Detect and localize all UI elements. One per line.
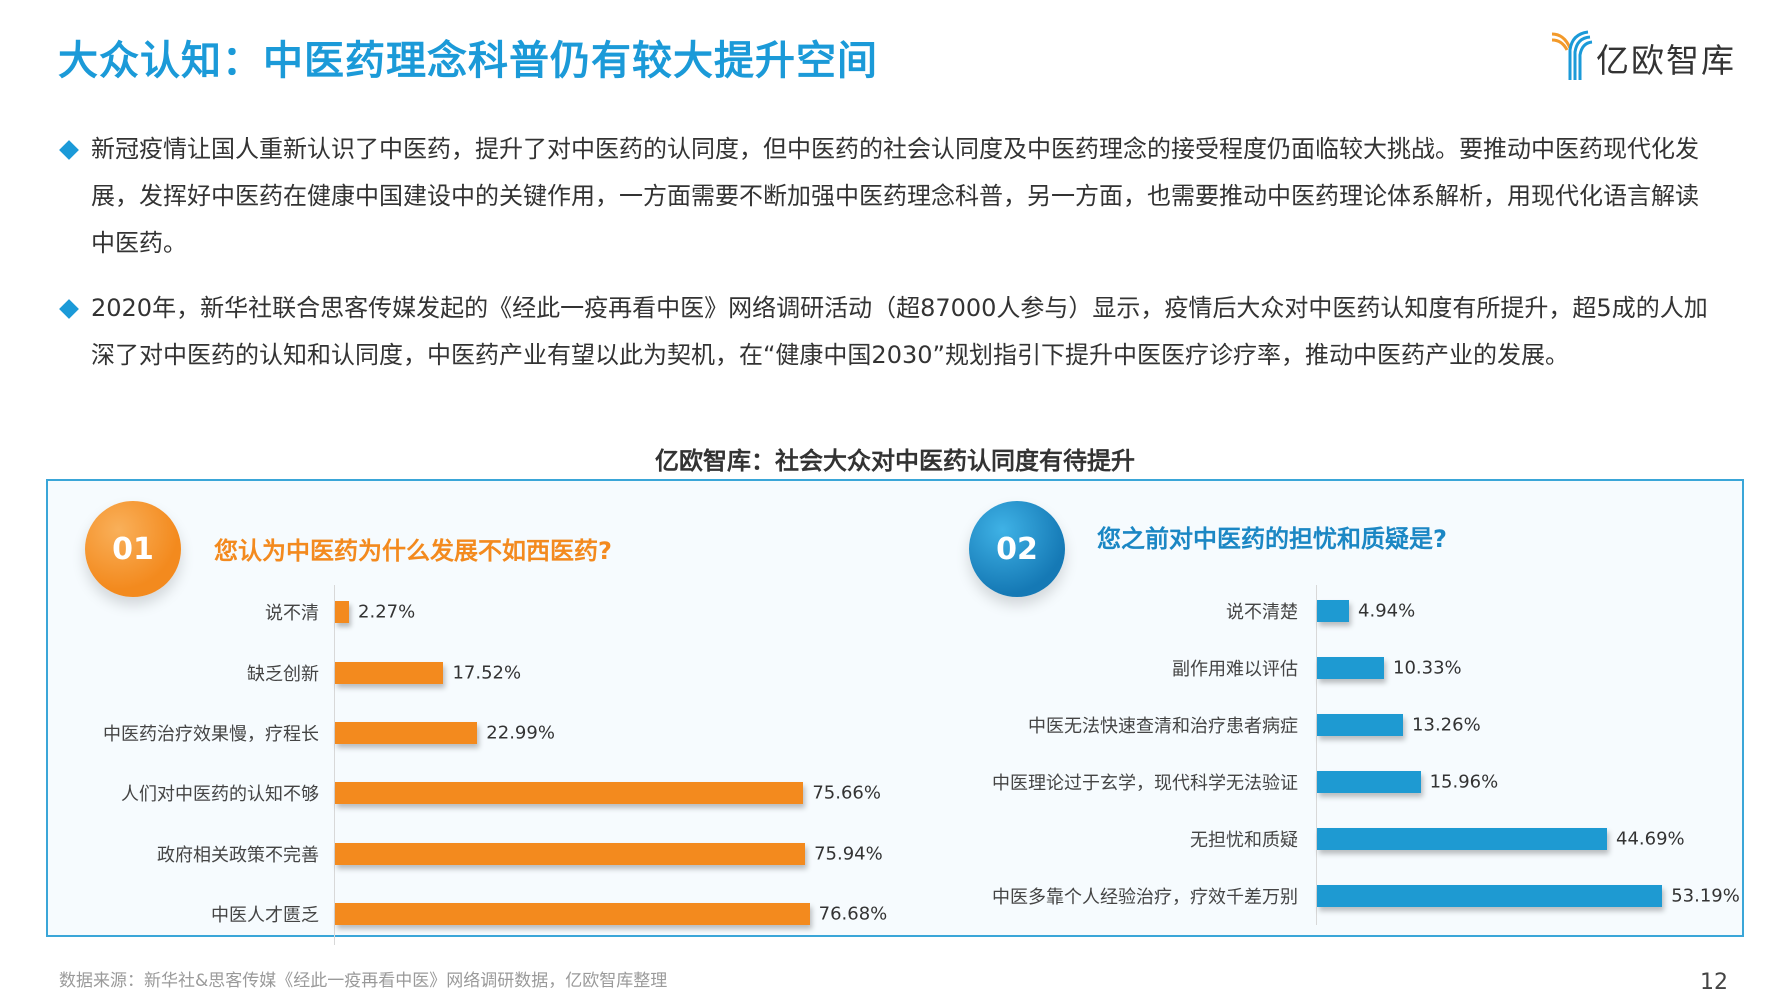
chart-axis: [334, 585, 335, 945]
bar: [335, 903, 810, 925]
category-label: 副作用难以评估: [1172, 659, 1298, 680]
bar: [1317, 657, 1385, 679]
category-label: 说不清楚: [1226, 602, 1298, 623]
chart-title: 亿欧智库：社会大众对中医药认同度有待提升: [655, 447, 1135, 475]
category-label: 说不清: [265, 603, 319, 624]
data-label: 75.66%: [812, 782, 881, 804]
data-label: 15.96%: [1429, 771, 1499, 793]
bar: [1317, 771, 1421, 793]
data-label: 44.69%: [1616, 828, 1685, 850]
logo-text: 亿欧智库: [1596, 41, 1736, 80]
category-label: 人们对中医药的认知不够: [121, 784, 319, 805]
data-label: 22.99%: [486, 722, 555, 744]
bar: [335, 843, 806, 865]
category-label: 政府相关政策不完善: [157, 845, 319, 866]
data-label: 76.68%: [818, 903, 888, 925]
bullet-paragraph: 2020年，新华社联合思客传媒发起的《经此一疫再看中医》网络调研活动（超8700…: [59, 285, 1722, 379]
category-label: 无担忧和质疑: [1190, 830, 1298, 851]
logo: 亿欧智库: [1550, 28, 1740, 80]
category-label: 中医多靠个人经验治疗，疗效千差万别: [992, 887, 1298, 908]
question-1: 您认为中医药为什么发展不如西医药?: [214, 537, 612, 565]
page-number: 12: [1700, 970, 1728, 995]
diamond-bullet-icon: [59, 140, 79, 160]
diamond-bullet-icon: [59, 299, 79, 319]
bar: [1317, 885, 1663, 907]
data-label: 75.94%: [814, 843, 883, 865]
category-label: 缺乏创新: [247, 664, 319, 685]
bar: [335, 601, 350, 623]
badge-01: 01: [85, 501, 181, 597]
data-label: 17.52%: [452, 662, 522, 684]
page-title: 大众认知：中医药理念科普仍有较大提升空间: [58, 38, 878, 84]
category-label: 中医无法快速查清和治疗患者病症: [1028, 716, 1298, 737]
bar: [1317, 828, 1608, 850]
data-label: 13.26%: [1412, 714, 1481, 736]
chart-axis: [1316, 585, 1317, 925]
data-label: 10.33%: [1393, 657, 1462, 679]
data-label: 2.27%: [358, 601, 416, 623]
bar: [335, 722, 478, 744]
bullet-text: 新冠疫情让国人重新认识了中医药，提升了对中医药的认同度，但中医药的社会认同度及中…: [91, 135, 1699, 257]
data-source: 数据来源：新华社&思客传媒《经此一疫再看中医》网络调研数据，亿欧智库整理: [59, 971, 668, 991]
bar: [1317, 600, 1350, 622]
data-label: 4.94%: [1358, 600, 1416, 622]
bar: [1317, 714, 1404, 736]
bar: [335, 662, 444, 684]
bar: [335, 782, 804, 804]
badge-02: 02: [969, 501, 1065, 597]
chart-panel: [46, 479, 1744, 937]
logo-mark-icon: [1551, 30, 1593, 80]
category-label: 中医药治疗效果慢，疗程长: [103, 724, 319, 745]
data-label: 53.19%: [1671, 885, 1740, 907]
category-label: 中医理论过于玄学，现代科学无法验证: [992, 773, 1298, 794]
bullet-paragraph: 新冠疫情让国人重新认识了中医药，提升了对中医药的认同度，但中医药的社会认同度及中…: [59, 126, 1722, 267]
question-2: 您之前对中医药的担忧和质疑是?: [1097, 525, 1447, 553]
bullet-text: 2020年，新华社联合思客传媒发起的《经此一疫再看中医》网络调研活动（超8700…: [91, 294, 1708, 369]
category-label: 中医人才匮乏: [211, 905, 319, 926]
